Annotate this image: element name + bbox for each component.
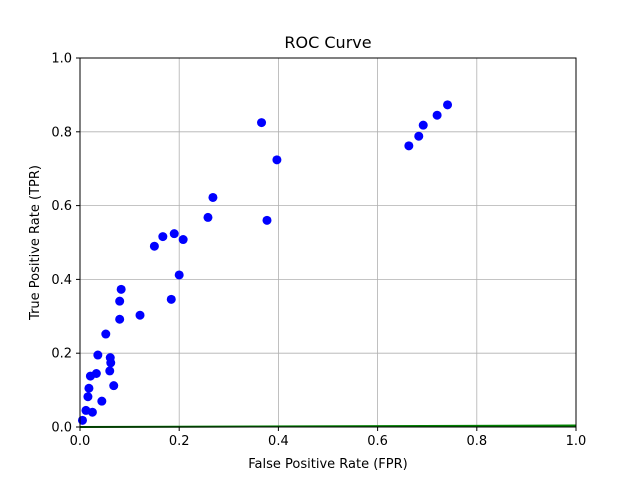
y-tick-label: 0.6 <box>51 199 72 214</box>
roc-point <box>203 212 213 222</box>
roc-point <box>149 241 159 251</box>
plot-frame <box>79 57 577 428</box>
y-axis-label: True Positive Rate (TPR) <box>28 165 43 321</box>
roc-point <box>83 392 93 402</box>
y-tick-label: 0.8 <box>51 125 72 140</box>
roc-point <box>443 100 453 110</box>
roc-point <box>109 381 119 391</box>
roc-point <box>93 350 103 360</box>
roc-point <box>101 329 111 339</box>
roc-point <box>84 383 94 393</box>
y-tick-label: 0.2 <box>51 347 72 362</box>
roc-point <box>174 270 184 280</box>
roc-point <box>91 368 101 378</box>
roc-point <box>135 310 145 320</box>
chart-title: ROC Curve <box>284 33 371 52</box>
roc-point <box>208 192 218 202</box>
roc-point <box>257 118 267 128</box>
roc-point <box>87 407 97 417</box>
roc-point <box>106 358 116 368</box>
roc-point <box>116 284 126 294</box>
roc-point <box>404 141 414 151</box>
roc-point <box>115 296 125 306</box>
x-tick-label: 0.0 <box>70 434 91 449</box>
roc-point <box>418 120 428 130</box>
roc-point <box>169 229 179 239</box>
roc-point <box>414 131 424 141</box>
roc-point <box>178 235 188 245</box>
x-axis-label: False Positive Rate (FPR) <box>248 457 407 472</box>
y-tick-label: 0.4 <box>51 273 72 288</box>
roc-point <box>262 215 272 225</box>
roc-point <box>158 232 168 242</box>
roc-point <box>105 366 115 376</box>
y-tick-label: 0.0 <box>51 421 72 436</box>
roc-point <box>432 110 442 120</box>
x-tick-label: 0.6 <box>367 434 388 449</box>
x-tick-label: 1.0 <box>566 434 587 449</box>
roc-point <box>77 415 87 425</box>
roc-point <box>272 155 282 165</box>
x-tick-label: 0.2 <box>169 434 190 449</box>
roc-point <box>166 294 176 304</box>
x-tick-label: 0.4 <box>268 434 289 449</box>
roc-point <box>97 396 107 406</box>
roc-point <box>115 314 125 324</box>
y-tick-label: 1.0 <box>51 52 72 67</box>
axis-ticks: 0.0 0.2 0.4 0.6 0.8 1.0 0.0 0.2 0.4 0.6 0.8 1.0 <box>51 52 586 450</box>
x-tick-label: 0.8 <box>466 434 487 449</box>
